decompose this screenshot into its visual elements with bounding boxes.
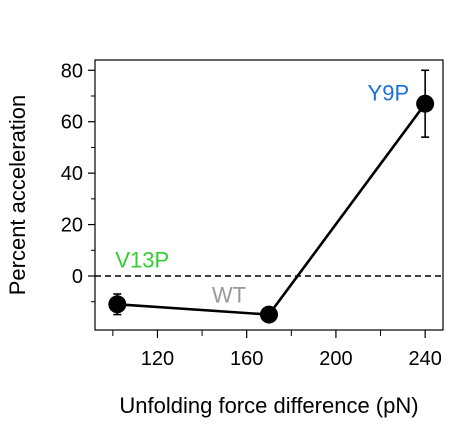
y-tick-label: 20 xyxy=(61,215,83,237)
x-tick-label: 160 xyxy=(230,348,263,370)
plot-frame xyxy=(94,59,444,331)
x-tick-label: 120 xyxy=(141,348,174,370)
x-axis-title: Unfolding force difference (pN) xyxy=(119,393,418,418)
data-points: V13P WT Y9P xyxy=(108,69,435,324)
x-tick-label: 240 xyxy=(408,348,441,370)
y-axis-title: Percent acceleration xyxy=(5,95,30,296)
series-line xyxy=(117,102,427,316)
y-tick-label: 40 xyxy=(61,163,83,185)
y-tick-label: 0 xyxy=(72,266,83,288)
y-tick-label: 60 xyxy=(61,112,83,134)
data-point xyxy=(260,305,278,324)
data-point xyxy=(416,94,435,113)
x-axis: 120 160 200 240 xyxy=(112,330,442,370)
x-tick-label: 200 xyxy=(319,348,352,370)
point-label: V13P xyxy=(115,247,169,272)
y-axis: 0 20 40 60 80 xyxy=(61,60,95,303)
point-label: Y9P xyxy=(368,81,410,106)
y-tick-label: 80 xyxy=(61,60,83,82)
data-point xyxy=(108,295,127,314)
point-label: WT xyxy=(212,283,246,308)
